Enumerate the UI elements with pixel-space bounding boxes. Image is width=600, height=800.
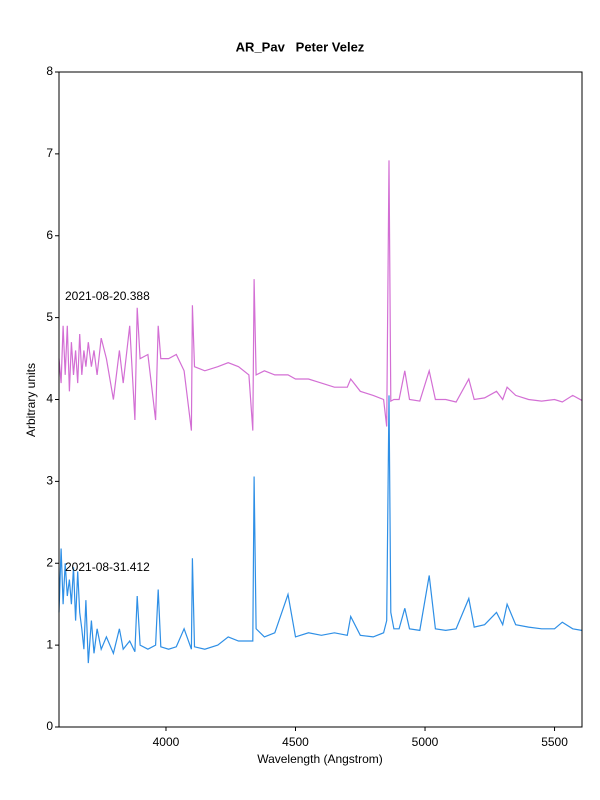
y-tick-label: 2 bbox=[46, 555, 53, 569]
plot-area bbox=[58, 160, 582, 664]
spectrum-line bbox=[58, 160, 582, 431]
x-axis-label: Wavelength (Angstrom) bbox=[257, 752, 383, 766]
x-tick-label: 5500 bbox=[541, 735, 568, 749]
x-tick-label: 4500 bbox=[282, 735, 309, 749]
series-label: 2021-08-31.412 bbox=[65, 560, 150, 574]
series-label: 2021-08-20.388 bbox=[65, 289, 150, 303]
y-tick-label: 0 bbox=[46, 719, 53, 733]
x-tick-label: 4000 bbox=[153, 735, 180, 749]
x-tick-label: 5000 bbox=[412, 735, 439, 749]
y-tick-label: 5 bbox=[46, 310, 53, 324]
y-axis-label: Arbitrary units bbox=[24, 363, 38, 437]
y-tick-label: 3 bbox=[46, 474, 53, 488]
y-tick-label: 1 bbox=[46, 637, 53, 651]
y-tick-label: 4 bbox=[46, 392, 53, 406]
plot-frame bbox=[58, 71, 583, 728]
y-tick-label: 8 bbox=[46, 64, 53, 78]
y-tick-label: 7 bbox=[46, 146, 53, 160]
spectrum-line bbox=[58, 395, 582, 664]
chart-title: AR_Pav Peter Velez bbox=[236, 39, 365, 54]
y-tick-label: 6 bbox=[46, 228, 53, 242]
